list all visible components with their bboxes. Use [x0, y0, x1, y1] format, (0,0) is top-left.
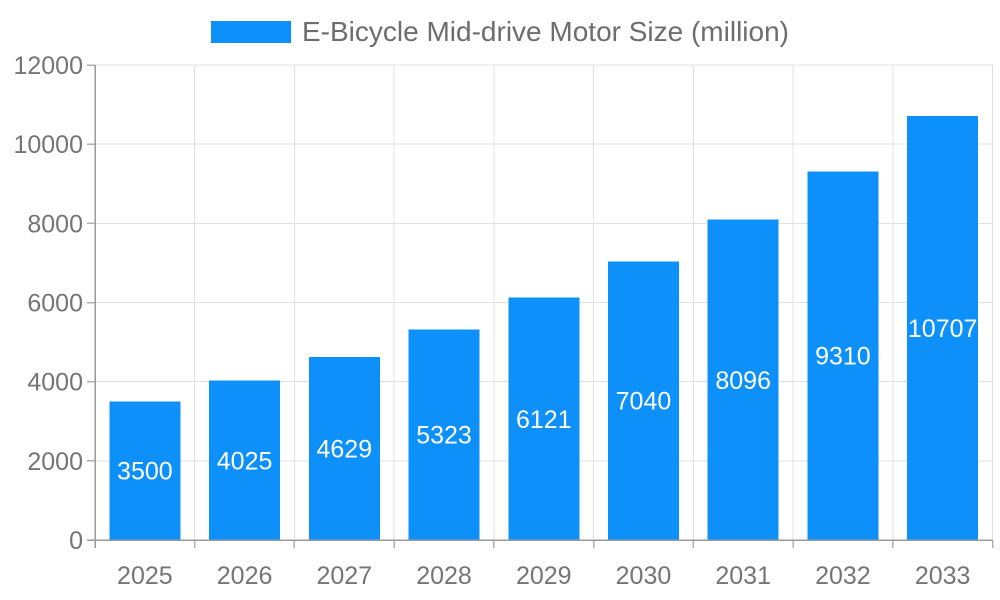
- y-axis-tick-label: 2000: [27, 448, 83, 476]
- x-axis-tick-label: 2030: [616, 562, 672, 590]
- bar-value-label: 3500: [117, 458, 173, 486]
- bar[interactable]: [308, 356, 380, 540]
- x-axis-tick-label: 2033: [915, 562, 971, 590]
- bar[interactable]: [109, 401, 181, 540]
- y-axis-tick-label: 12000: [13, 52, 83, 80]
- bar-value-label: 8096: [715, 367, 771, 395]
- legend-swatch: [211, 21, 292, 43]
- bar-value-label: 10707: [908, 315, 978, 343]
- bar[interactable]: [408, 329, 480, 540]
- y-axis-tick-label: 10000: [13, 131, 83, 159]
- bar[interactable]: [607, 261, 679, 540]
- y-axis-tick-label: 4000: [27, 369, 83, 397]
- y-axis-tick-label: 8000: [27, 210, 83, 238]
- x-axis-tick-label: 2029: [516, 562, 572, 590]
- bar[interactable]: [508, 297, 580, 540]
- legend[interactable]: E-Bicycle Mid-drive Motor Size (million): [211, 14, 789, 50]
- y-axis-tick-label: 0: [69, 527, 83, 555]
- x-axis-tick-label: 2025: [117, 562, 173, 590]
- bar-value-label: 9310: [815, 343, 871, 371]
- bar-value-label: 5323: [416, 422, 472, 450]
- bar[interactable]: [707, 219, 779, 541]
- legend-label: E-Bicycle Mid-drive Motor Size (million): [302, 16, 789, 47]
- bar-value-label: 4025: [217, 447, 273, 475]
- y-axis-tick-label: 6000: [27, 290, 83, 318]
- bar[interactable]: [907, 116, 979, 541]
- bar-value-label: 4629: [316, 435, 372, 463]
- x-axis-tick-label: 2031: [715, 562, 771, 590]
- x-axis-tick-label: 2027: [316, 562, 372, 590]
- x-axis-tick-label: 2026: [217, 562, 273, 590]
- bar[interactable]: [807, 171, 879, 540]
- bar[interactable]: [209, 380, 281, 540]
- bar-value-label: 7040: [616, 388, 672, 416]
- bar-value-label: 6121: [516, 406, 572, 434]
- x-axis-tick-label: 2028: [416, 562, 472, 590]
- x-axis-tick-label: 2032: [815, 562, 871, 590]
